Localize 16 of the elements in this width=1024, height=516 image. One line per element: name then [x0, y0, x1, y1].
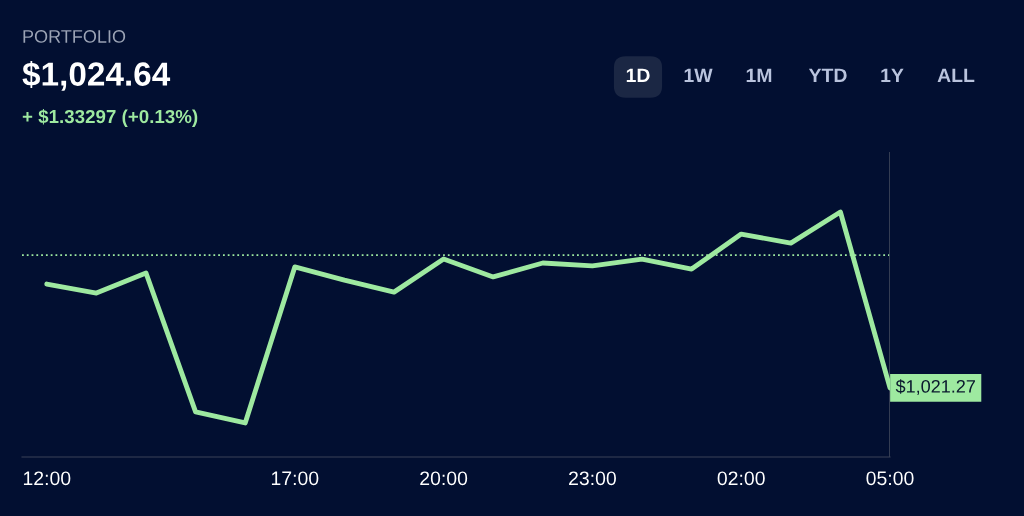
- x-tick-label: 05:00: [866, 471, 914, 486]
- x-tick-label: 02:00: [717, 471, 765, 486]
- chart-subtitle: PORTFOLIO: [23, 30, 126, 43]
- text: 1W: [684, 68, 713, 83]
- text: ALL: [937, 68, 975, 83]
- x-tick-label: 20:00: [420, 471, 468, 486]
- x-tick-label: 12:00: [23, 471, 71, 486]
- text: 1D: [626, 68, 650, 83]
- x-tick-label: 17:00: [271, 471, 319, 486]
- chart-title: $1,024.64: [22, 60, 171, 91]
- text: YTD: [808, 68, 847, 83]
- annotation: $1,021.27: [895, 379, 975, 395]
- text: 1Y: [881, 68, 904, 83]
- text: + $1.33297 (+0.13%): [22, 109, 198, 127]
- text: 1M: [746, 68, 772, 83]
- x-tick-label: 23:00: [569, 471, 616, 486]
